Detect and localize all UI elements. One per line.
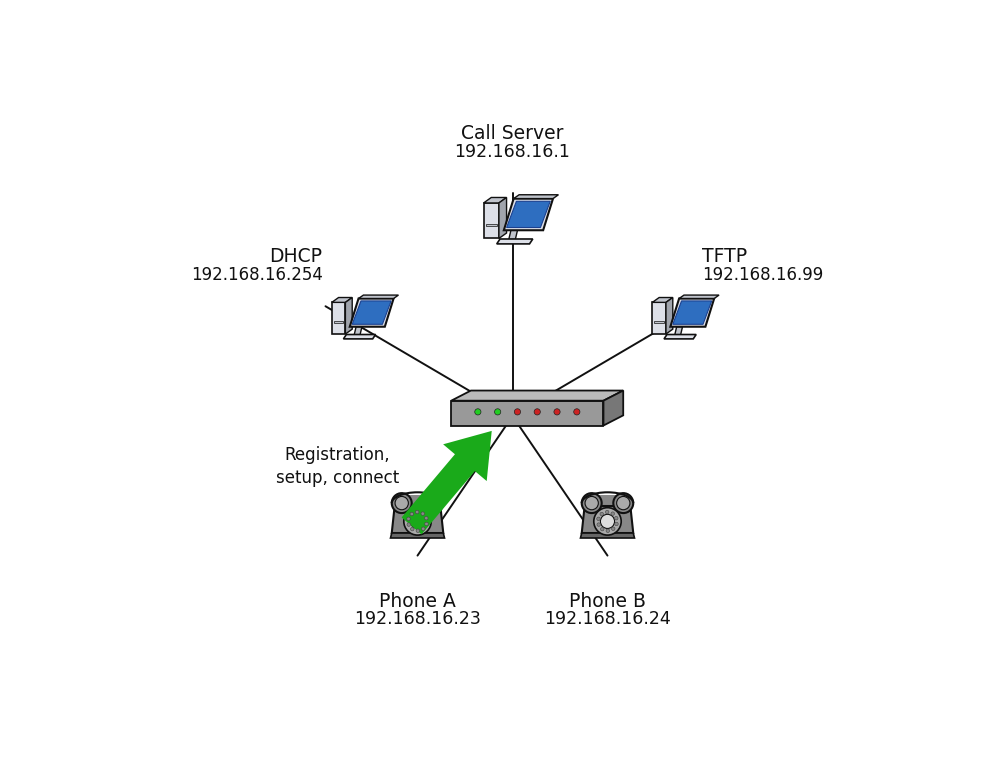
Circle shape	[600, 514, 615, 528]
Polygon shape	[484, 197, 507, 203]
Polygon shape	[652, 298, 673, 302]
Text: 192.168.16.99: 192.168.16.99	[702, 266, 824, 284]
Circle shape	[617, 497, 630, 510]
Polygon shape	[451, 391, 623, 401]
Circle shape	[534, 409, 540, 415]
Circle shape	[597, 517, 600, 520]
Polygon shape	[654, 321, 664, 323]
Circle shape	[410, 514, 425, 528]
Polygon shape	[514, 195, 558, 199]
Polygon shape	[670, 298, 714, 327]
Text: 192.168.16.1: 192.168.16.1	[455, 143, 570, 161]
Text: 192.168.16.24: 192.168.16.24	[544, 610, 671, 628]
Circle shape	[615, 522, 618, 526]
Polygon shape	[486, 224, 497, 226]
Circle shape	[392, 493, 412, 513]
Circle shape	[554, 409, 560, 415]
Circle shape	[407, 523, 410, 527]
Polygon shape	[509, 231, 517, 240]
Circle shape	[594, 507, 621, 535]
Polygon shape	[679, 295, 719, 298]
Polygon shape	[484, 203, 499, 238]
Polygon shape	[359, 295, 398, 298]
Polygon shape	[507, 201, 550, 227]
Polygon shape	[332, 302, 345, 334]
Circle shape	[410, 512, 414, 516]
Circle shape	[427, 497, 440, 510]
Text: Registration,
setup, connect: Registration, setup, connect	[276, 446, 399, 487]
Text: Phone A: Phone A	[379, 592, 456, 611]
Polygon shape	[334, 321, 343, 323]
Polygon shape	[391, 533, 445, 538]
Circle shape	[574, 409, 580, 415]
Polygon shape	[350, 298, 394, 327]
Circle shape	[415, 510, 419, 513]
Circle shape	[606, 529, 610, 533]
Circle shape	[611, 512, 614, 515]
Text: Call Server: Call Server	[461, 124, 564, 143]
Polygon shape	[666, 298, 673, 334]
Circle shape	[411, 527, 414, 531]
Circle shape	[597, 523, 600, 527]
Polygon shape	[603, 391, 623, 426]
Text: DHCP: DHCP	[270, 247, 323, 266]
Circle shape	[423, 493, 443, 513]
Polygon shape	[497, 239, 533, 244]
Polygon shape	[402, 495, 433, 511]
Circle shape	[514, 409, 521, 415]
Circle shape	[395, 497, 408, 510]
Circle shape	[404, 507, 431, 535]
Circle shape	[495, 409, 501, 415]
Text: 192.168.16.254: 192.168.16.254	[191, 266, 323, 284]
Polygon shape	[332, 298, 352, 302]
Polygon shape	[504, 199, 553, 231]
Circle shape	[421, 512, 424, 515]
Circle shape	[613, 493, 633, 513]
Polygon shape	[580, 533, 634, 538]
Polygon shape	[402, 431, 492, 534]
Polygon shape	[675, 327, 683, 335]
Circle shape	[605, 510, 609, 513]
Text: 192.168.16.23: 192.168.16.23	[354, 610, 481, 628]
Polygon shape	[392, 506, 443, 533]
Circle shape	[407, 517, 410, 520]
Polygon shape	[451, 401, 603, 426]
Circle shape	[601, 527, 604, 531]
Polygon shape	[664, 335, 696, 339]
Polygon shape	[499, 197, 507, 238]
Circle shape	[416, 529, 420, 533]
Circle shape	[585, 497, 598, 510]
Circle shape	[422, 527, 425, 530]
Circle shape	[425, 517, 428, 520]
Circle shape	[615, 517, 618, 520]
Polygon shape	[673, 301, 712, 325]
Polygon shape	[592, 495, 623, 511]
Circle shape	[582, 493, 602, 513]
Circle shape	[600, 512, 603, 516]
Polygon shape	[582, 506, 633, 533]
Polygon shape	[345, 298, 352, 334]
Circle shape	[425, 522, 428, 526]
Text: Phone B: Phone B	[569, 592, 646, 611]
Polygon shape	[354, 327, 362, 335]
Circle shape	[475, 409, 481, 415]
Polygon shape	[652, 302, 666, 334]
Text: TFTP: TFTP	[702, 247, 748, 266]
Polygon shape	[352, 301, 391, 325]
Polygon shape	[343, 335, 376, 339]
Circle shape	[611, 527, 615, 530]
